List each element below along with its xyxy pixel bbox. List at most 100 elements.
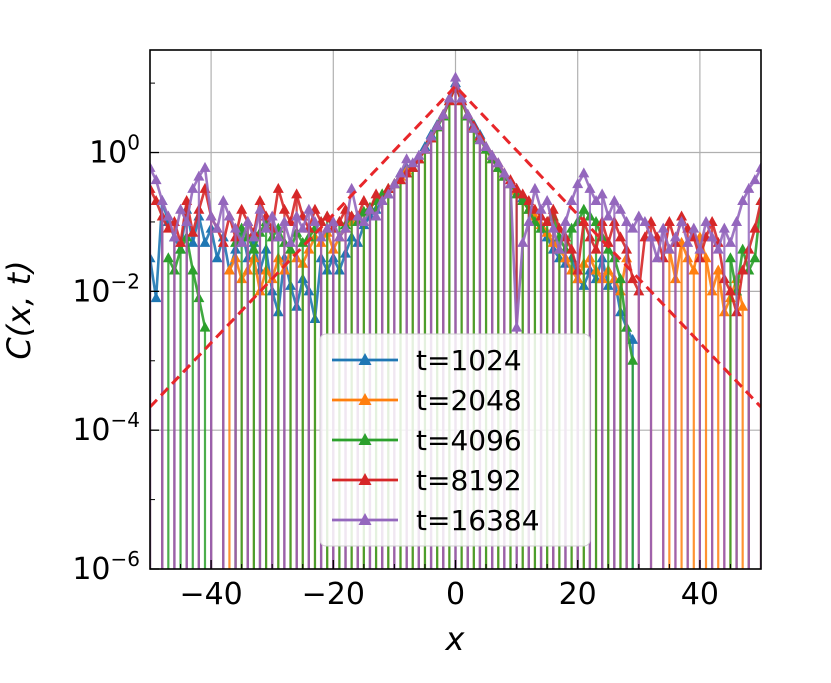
data-point	[731, 215, 743, 226]
data-point	[559, 215, 571, 226]
data-point	[175, 243, 187, 254]
data-point	[498, 167, 510, 178]
data-point	[333, 231, 345, 242]
data-point	[456, 92, 468, 103]
data-point	[254, 203, 266, 214]
legend-entry: t=1024	[332, 344, 522, 377]
data-point	[199, 236, 211, 247]
data-point	[517, 236, 529, 247]
data-point	[407, 157, 419, 168]
legend-marker	[358, 353, 372, 365]
x-tick-label: −40	[179, 577, 242, 612]
data-point	[395, 167, 407, 178]
y-tick-label: 10−4	[72, 408, 140, 448]
data-point	[309, 215, 321, 226]
data-point	[352, 210, 364, 221]
data-point	[297, 222, 309, 233]
data-point	[162, 252, 174, 263]
axis-ticks: −40 −20 0 20 40 100 10−2 10−4 10−6	[72, 82, 762, 612]
data-point	[590, 243, 602, 254]
data-point	[431, 120, 443, 131]
data-point	[291, 210, 303, 221]
data-point	[156, 195, 168, 206]
data-point	[547, 222, 559, 233]
data-point	[291, 188, 303, 199]
data-point	[425, 130, 437, 141]
data-point	[150, 161, 156, 172]
data-point	[492, 157, 504, 168]
data-point	[230, 222, 242, 233]
data-point	[236, 203, 248, 214]
data-point	[321, 222, 333, 233]
data-point	[150, 292, 162, 303]
data-point	[364, 203, 376, 214]
data-point	[584, 182, 596, 193]
data-point	[486, 149, 498, 160]
data-point	[621, 215, 633, 226]
data-point	[285, 236, 297, 247]
data-point	[743, 182, 755, 193]
data-point	[566, 243, 578, 254]
data-point	[749, 252, 761, 263]
legend-label: t=8192	[416, 464, 522, 497]
data-point	[737, 195, 749, 206]
data-point	[388, 178, 400, 189]
data-point	[340, 222, 352, 233]
data-point	[553, 243, 565, 254]
data-point	[187, 236, 199, 247]
data-point	[468, 122, 480, 133]
data-point	[651, 252, 663, 263]
data-point	[517, 188, 529, 199]
data-point	[700, 215, 712, 226]
fit-curve	[150, 84, 761, 409]
data-point	[566, 195, 578, 206]
x-tick-label: 20	[559, 577, 597, 612]
data-point	[187, 182, 199, 193]
data-point	[718, 222, 730, 233]
data-point	[529, 182, 541, 193]
data-point	[694, 243, 706, 254]
data-point	[578, 203, 590, 214]
data-point	[541, 195, 553, 206]
data-point	[358, 195, 370, 206]
data-point	[199, 321, 211, 332]
data-point	[541, 215, 553, 226]
y-tick-label: 10−2	[72, 269, 140, 309]
data-point	[236, 236, 248, 247]
data-point	[358, 215, 370, 226]
data-point	[663, 243, 675, 254]
data-point	[627, 222, 639, 233]
data-point	[303, 203, 315, 214]
legend-label: t=2048	[416, 384, 522, 417]
data-point	[749, 222, 761, 233]
data-point	[327, 215, 339, 226]
data-point	[175, 236, 187, 247]
data-point	[382, 188, 394, 199]
data-point	[162, 210, 174, 221]
data-point	[608, 195, 620, 206]
data-point	[395, 174, 407, 185]
data-point	[566, 222, 578, 233]
data-point	[272, 231, 284, 242]
data-point	[755, 161, 761, 172]
data-point	[749, 174, 761, 185]
legend-marker	[358, 473, 372, 485]
data-point	[724, 285, 736, 296]
y-axis-label: C(x, t)	[0, 260, 38, 359]
data-point	[370, 188, 382, 199]
data-point	[633, 210, 645, 221]
data-point	[211, 252, 223, 263]
legend-entry: t=2048	[332, 384, 522, 417]
data-point	[706, 231, 718, 242]
data-point	[578, 167, 590, 178]
legend-label: t=16384	[416, 504, 540, 537]
legend-entry: t=8192	[332, 464, 522, 497]
data-point	[657, 222, 669, 233]
data-point	[627, 273, 639, 284]
data-point	[223, 264, 235, 275]
data-point	[663, 215, 675, 226]
data-point	[278, 215, 290, 226]
data-point	[248, 231, 260, 242]
data-point	[242, 215, 254, 226]
data-point	[175, 203, 187, 214]
